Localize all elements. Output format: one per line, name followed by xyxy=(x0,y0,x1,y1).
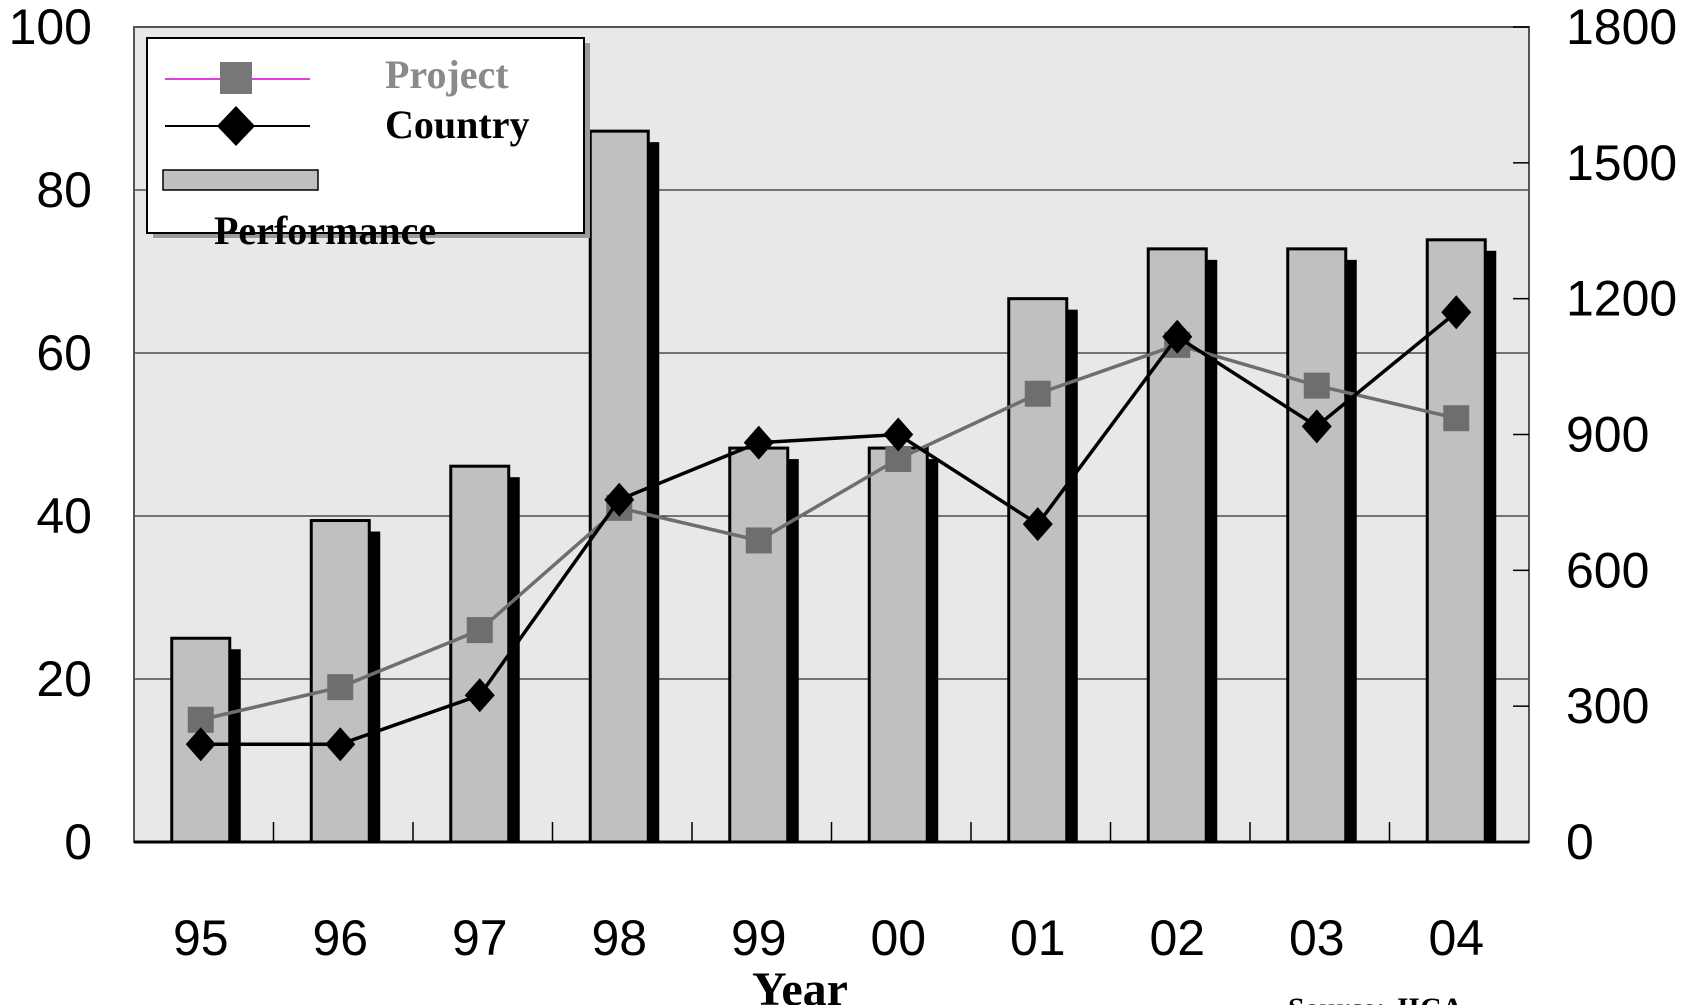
point-project-03 xyxy=(1303,372,1330,399)
right-tick-label: 600 xyxy=(1566,542,1649,598)
series-lines xyxy=(185,295,1472,762)
right-tick-label: 300 xyxy=(1566,678,1649,734)
bars xyxy=(170,129,1497,844)
bar-performance-99 xyxy=(728,446,790,844)
x-axis-ticks: 95 96 97 98 99 00 01 02 03 04 xyxy=(173,910,1484,966)
bar-performance-00 xyxy=(867,446,929,844)
left-tick-label: 0 xyxy=(64,814,92,870)
right-tick-label: 1500 xyxy=(1566,135,1677,191)
left-tick-label: 20 xyxy=(36,651,92,707)
legend-country-label: Country xyxy=(385,102,529,147)
legend-project-marker xyxy=(220,62,252,94)
x-tick-label: 04 xyxy=(1428,910,1484,966)
x-tick-label: 95 xyxy=(173,910,229,966)
bar-performance-97 xyxy=(449,464,511,844)
point-project-99 xyxy=(745,527,772,554)
bar-performance-03 xyxy=(1286,247,1348,844)
x-tick-label: 02 xyxy=(1149,910,1205,966)
left-axis-ticks: 0 20 40 60 80 100 xyxy=(9,0,92,870)
legend-project-label: Project xyxy=(385,52,509,97)
x-tick-label: 00 xyxy=(870,910,926,966)
x-tick-label: 99 xyxy=(731,910,787,966)
left-tick-label: 80 xyxy=(36,162,92,218)
x-tick-label: 98 xyxy=(591,910,647,966)
right-tick-label: 900 xyxy=(1566,407,1649,463)
right-tick-label: 1800 xyxy=(1566,0,1677,55)
legend-performance-label: Performance xyxy=(214,208,436,253)
right-tick-label: 0 xyxy=(1566,814,1594,870)
point-country-97 xyxy=(464,678,495,713)
legend-box xyxy=(146,37,585,234)
x-tick-label: 01 xyxy=(1010,910,1066,966)
left-tick-label: 100 xyxy=(9,0,92,55)
x-tick-label: 96 xyxy=(312,910,368,966)
point-country-02 xyxy=(1162,319,1193,354)
source-note: Source: JICA xyxy=(1288,992,1464,1005)
point-country-01 xyxy=(1022,507,1053,542)
line-project xyxy=(200,343,1457,722)
x-axis-title: Year xyxy=(752,963,848,1005)
point-project-04 xyxy=(1443,405,1470,432)
point-project-96 xyxy=(327,674,354,701)
x-tick-label: 03 xyxy=(1289,910,1345,966)
left-tick-label: 60 xyxy=(36,325,92,381)
right-axis-ticks: 0 300 600 900 1200 1500 1800 xyxy=(1513,0,1677,870)
left-tick-label: 40 xyxy=(36,488,92,544)
legend: Project Country Performance xyxy=(146,37,590,253)
point-country-96 xyxy=(325,727,356,762)
x-tick-label: 97 xyxy=(452,910,508,966)
point-country-98 xyxy=(604,482,635,517)
point-project-01 xyxy=(1024,380,1051,407)
legend-performance-swatch xyxy=(162,169,319,191)
point-country-03 xyxy=(1301,409,1332,444)
point-country-00 xyxy=(883,417,914,452)
bar-performance-01 xyxy=(1007,297,1069,844)
right-tick-label: 1200 xyxy=(1566,271,1677,327)
point-project-97 xyxy=(466,617,493,644)
legend-country-marker xyxy=(217,106,255,146)
line-country xyxy=(200,310,1458,746)
point-country-99 xyxy=(743,425,774,460)
point-country-04 xyxy=(1441,295,1472,330)
bar-performance-04 xyxy=(1425,238,1487,844)
point-country-95 xyxy=(185,727,216,762)
